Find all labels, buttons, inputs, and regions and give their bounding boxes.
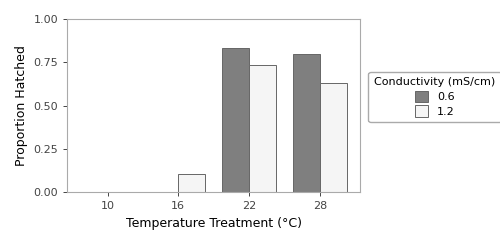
- X-axis label: Temperature Treatment (°C): Temperature Treatment (°C): [126, 217, 302, 230]
- Bar: [320, 83, 346, 192]
- Bar: [178, 174, 205, 192]
- Bar: [222, 48, 249, 192]
- Legend: 0.6, 1.2: 0.6, 1.2: [368, 72, 500, 122]
- Bar: [249, 65, 276, 192]
- Bar: [293, 54, 320, 192]
- Y-axis label: Proportion Hatched: Proportion Hatched: [15, 45, 28, 166]
